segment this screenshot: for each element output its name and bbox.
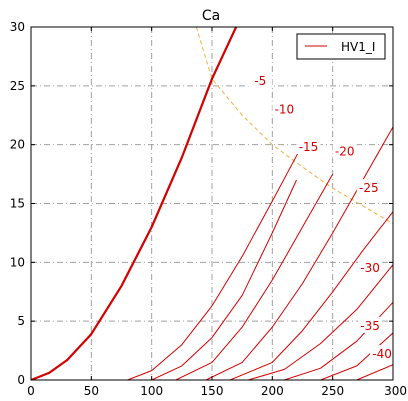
annotation-background [296, 138, 321, 155]
legend[interactable]: HV1_I [296, 33, 386, 60]
curve-label: -35 [360, 319, 380, 333]
grid [31, 27, 393, 380]
x-tick-label: 50 [84, 384, 99, 398]
curve-label: -10 [275, 102, 295, 116]
curve-label: -5 [254, 74, 266, 88]
x-tick-label: 0 [27, 384, 35, 398]
series-line [31, 27, 238, 380]
series-line [31, 179, 297, 380]
y-tick-label: 10 [10, 255, 25, 269]
envelope-line [195, 26, 394, 224]
legend-label: HV1_I [341, 40, 375, 54]
curve-label: -15 [299, 140, 319, 154]
series-line [31, 364, 393, 380]
y-tick-label: 5 [17, 314, 25, 328]
annotation-background [356, 179, 381, 196]
annotation-background [358, 316, 383, 333]
y-tick-label: 0 [17, 373, 25, 387]
x-tick-label: 300 [384, 384, 407, 398]
annotation-background [272, 100, 297, 117]
curve-label: -30 [360, 261, 380, 275]
envelope-layer [195, 26, 394, 224]
annotation-background [248, 72, 273, 89]
x-tick-label: 250 [321, 384, 344, 398]
series-line [31, 173, 334, 380]
annotation-background [370, 345, 395, 362]
series-line [31, 211, 393, 380]
annotation-background [332, 142, 357, 159]
x-tick-label: 200 [261, 384, 284, 398]
tick-layer: 0 50 100 150 200 250 300 0 5 10 15 20 25 30 [10, 20, 407, 398]
curve-label: -25 [359, 181, 379, 195]
y-tick-label: 15 [10, 197, 25, 211]
annotation-layer: -5 -10 -15 -20 -25 -30 -35 -40 [248, 72, 395, 362]
y-tick-label: 25 [10, 79, 25, 93]
annotation-background [358, 259, 383, 276]
chart-title: Ca [202, 8, 220, 24]
curve-label: -40 [372, 347, 392, 361]
curve-label: -20 [335, 145, 355, 159]
series-line [31, 264, 393, 380]
y-tick-label: 20 [10, 138, 25, 152]
x-tick-label: 100 [140, 384, 163, 398]
series-line [31, 144, 303, 380]
x-tick-label: 150 [201, 384, 224, 398]
y-tick-label: 30 [10, 20, 25, 34]
